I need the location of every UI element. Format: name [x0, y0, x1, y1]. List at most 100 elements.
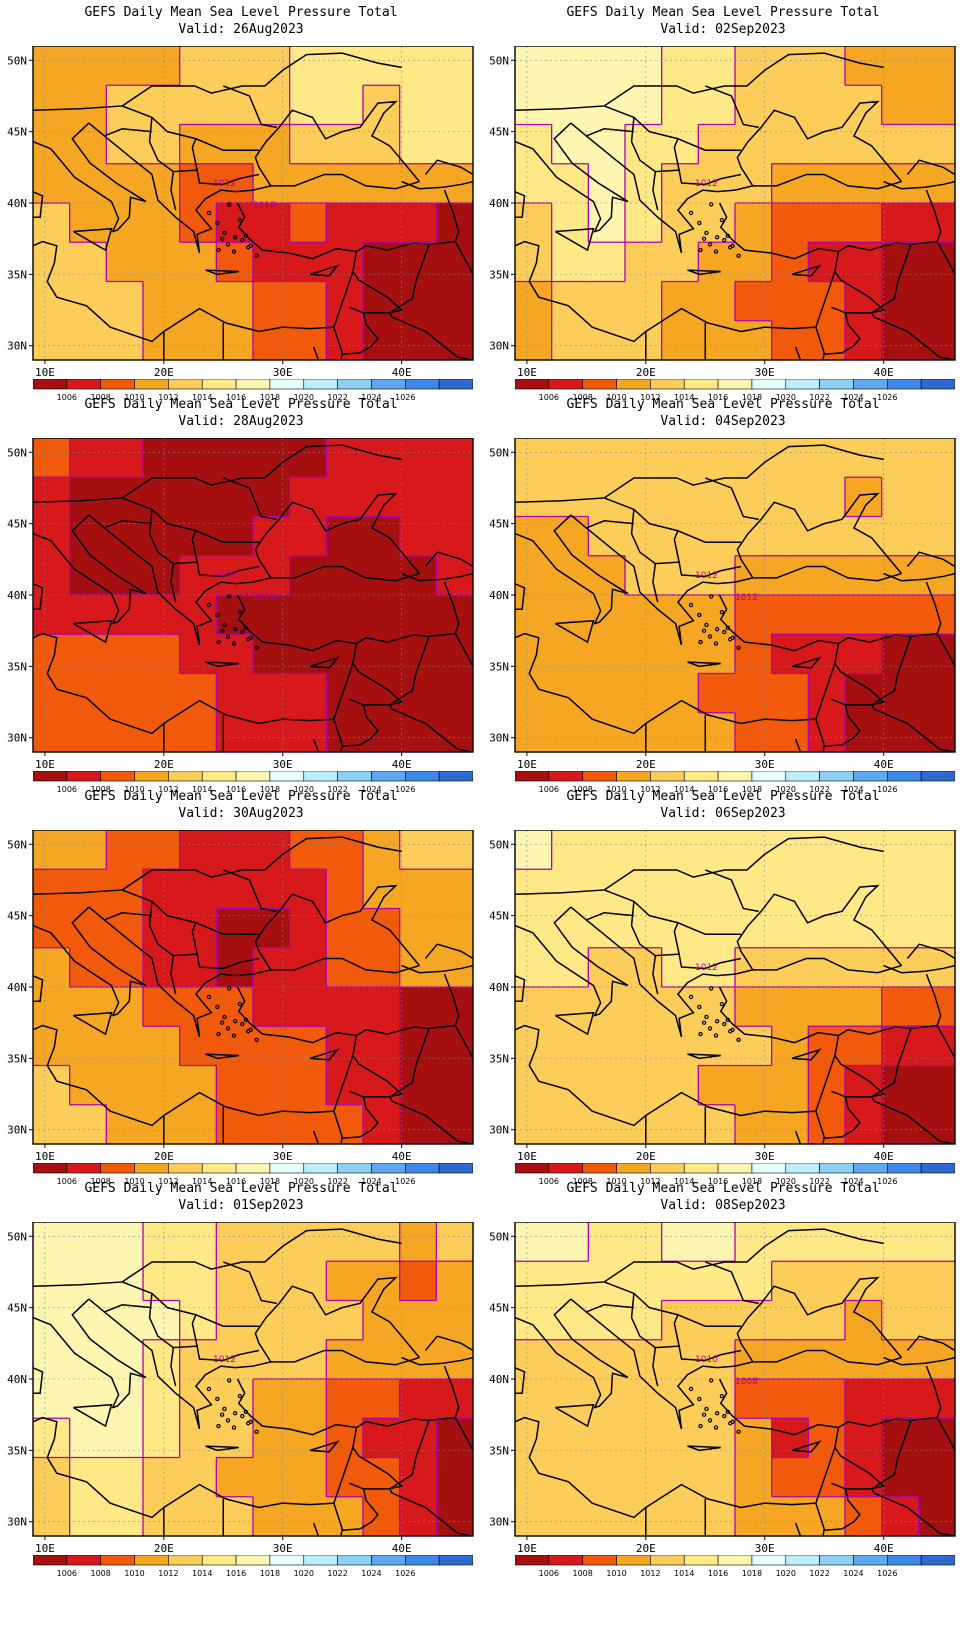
lat-tick-label: 30N	[7, 1516, 27, 1529]
pressure-cell	[325, 241, 364, 282]
pressure-cell	[142, 1378, 181, 1419]
pressure-map: 50N 45N 40N 35N 30N 10E 20E 30E 40E	[7, 830, 474, 1163]
pressure-cell	[215, 673, 254, 714]
coastline	[309, 1048, 340, 1061]
coastline	[309, 1440, 340, 1453]
pressure-cell	[807, 1300, 846, 1341]
colorbar-swatch	[33, 771, 68, 782]
pressure-cell	[179, 830, 217, 870]
pressure-map: 1008 1010 50N 45N 40N 35N 30N 10E 20E 30E 40E	[7, 438, 474, 771]
pressure-cell	[881, 1222, 919, 1262]
pressure-cell	[142, 202, 181, 243]
colorbar-label: 1026	[877, 1569, 897, 1578]
pressure-cell	[807, 281, 846, 322]
pressure-cell	[515, 202, 553, 243]
pressure-cell	[881, 1104, 919, 1144]
pressure-cell	[179, 712, 217, 752]
colorbar-swatch	[235, 1163, 271, 1174]
pressure-cell	[587, 947, 626, 988]
coastline	[205, 1445, 239, 1452]
pressure-cell	[661, 84, 699, 125]
colorbar-label: 1024	[361, 785, 381, 794]
pressure-cell	[105, 320, 144, 360]
coastline	[333, 326, 343, 360]
pressure-cell	[289, 320, 327, 360]
coastline	[936, 241, 955, 275]
colorbar-label: 1024	[843, 785, 863, 794]
colorbar-swatch	[683, 379, 719, 390]
lat-tick-label: 30N	[489, 340, 509, 353]
pressure-cell	[807, 1260, 846, 1301]
lat-tick-label: 45N	[7, 910, 27, 923]
coastline	[570, 100, 903, 254]
colorbar-swatch	[616, 379, 651, 390]
lon-tick-label: 30E	[755, 1150, 775, 1163]
colorbar-label: 1010	[124, 1177, 144, 1186]
panel-title: GEFS Daily Mean Sea Level Pressure Total	[84, 5, 398, 20]
lon-tick-label: 10E	[517, 758, 537, 771]
pressure-cell	[844, 516, 883, 557]
coastline	[752, 1349, 902, 1366]
pressure-cell	[252, 1457, 291, 1498]
pressure-cell	[771, 84, 809, 125]
pressure-cell	[551, 1065, 589, 1106]
pressure-cell	[325, 1457, 364, 1498]
colorbar-swatch	[548, 379, 583, 390]
coastline	[673, 138, 680, 171]
pressure-cell	[435, 1222, 473, 1262]
pressure-cell	[289, 1025, 327, 1066]
coastline	[191, 138, 198, 171]
pressure-cell	[252, 830, 291, 870]
colorbar-label: 1020	[294, 1569, 314, 1578]
pressure-cell	[142, 633, 181, 674]
lon-tick-label: 30E	[273, 758, 293, 771]
pressure-cell	[179, 124, 217, 165]
colorbar-label: 1022	[809, 1177, 829, 1186]
pressure-cell	[325, 1417, 364, 1458]
pressure-cell	[179, 908, 217, 949]
pressure-cell	[807, 241, 846, 282]
pressure-cell	[142, 1260, 181, 1301]
coastline	[342, 312, 379, 356]
coastline	[586, 1304, 634, 1313]
pressure-cell	[33, 1417, 71, 1458]
pressure-cell	[881, 1457, 919, 1498]
pressure-cell	[917, 830, 955, 870]
coastline	[424, 943, 473, 960]
coastline	[356, 973, 460, 1037]
colorbar: 1006 1008 1010 1012 1014 1016 1018 1020 1022 1024…	[33, 1555, 473, 1578]
pressure-cell	[435, 1065, 473, 1106]
pressure-cell	[551, 320, 589, 360]
lon-tick-label: 40E	[874, 1150, 894, 1163]
pressure-cell	[624, 947, 663, 988]
pressure-cell	[515, 438, 553, 478]
pressure-cell	[33, 712, 71, 752]
pressure-cell	[435, 908, 473, 949]
lat-tick-label: 40N	[489, 981, 509, 994]
colorbar-swatch	[371, 771, 406, 782]
coastline	[871, 1488, 955, 1536]
lon-tick-label: 40E	[874, 1542, 894, 1555]
pressure-cell	[771, 1104, 809, 1144]
pressure-cell	[844, 1339, 883, 1380]
pressure-cell	[771, 712, 809, 752]
coastline	[515, 1366, 526, 1395]
pressure-cell	[435, 1025, 473, 1066]
pressure-cell	[142, 1222, 181, 1262]
pressure-cell	[771, 555, 809, 596]
pressure-cell	[435, 712, 473, 752]
pressure-cell	[551, 633, 589, 674]
pressure-cell	[624, 84, 663, 125]
pressure-map: 1012 50N 45N 40N 35N 30N 10E 20E 30E 40E	[489, 830, 956, 1163]
pressure-cell	[215, 1339, 254, 1380]
pressure-cell	[289, 281, 327, 322]
pressure-cell	[661, 320, 699, 360]
colorbar-swatch	[853, 1163, 888, 1174]
pressure-cell	[697, 438, 736, 478]
pressure-cell	[697, 633, 736, 674]
pressure-cell	[105, 1457, 144, 1498]
pressure-cell	[551, 594, 589, 635]
lon-tick-label: 10E	[517, 1150, 537, 1163]
pressure-cell	[551, 281, 589, 322]
pressure-cell	[697, 712, 736, 752]
